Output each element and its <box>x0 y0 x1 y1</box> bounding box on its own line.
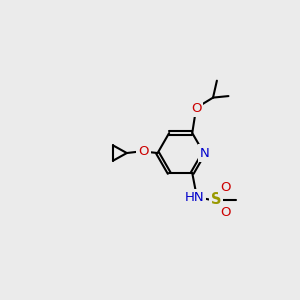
Text: S: S <box>211 193 221 208</box>
Text: O: O <box>191 102 201 115</box>
Text: O: O <box>139 145 149 158</box>
Text: O: O <box>220 181 231 194</box>
Text: O: O <box>220 206 231 219</box>
Text: N: N <box>200 146 209 160</box>
Text: HN: HN <box>185 191 204 204</box>
